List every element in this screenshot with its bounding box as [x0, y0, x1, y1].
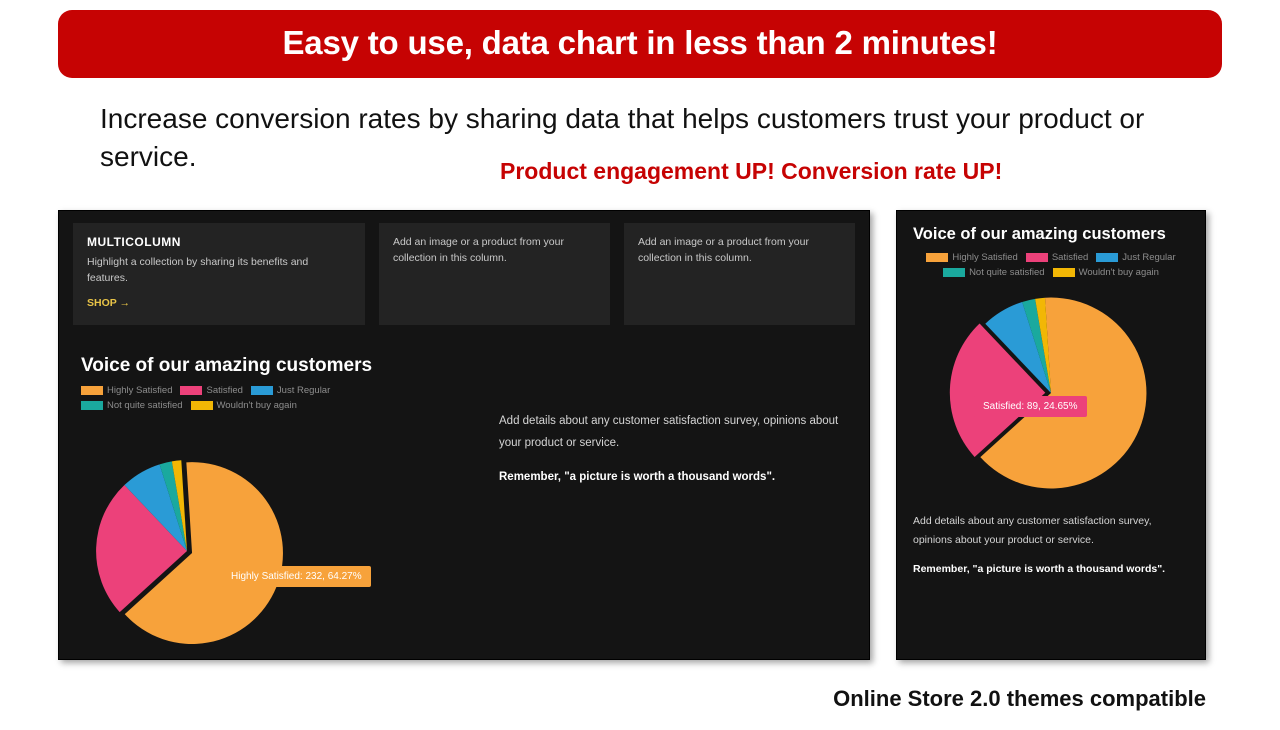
legend-label: Not quite satisfied: [969, 267, 1045, 278]
legend-item[interactable]: Wouldn't buy again: [191, 400, 297, 411]
legend-item[interactable]: Just Regular: [251, 385, 330, 396]
legend-swatch: [943, 268, 965, 277]
chart-description-mobile: Add details about any customer satisfact…: [913, 512, 1189, 550]
legend-swatch: [81, 401, 103, 410]
legend-swatch: [1096, 253, 1118, 262]
pie-chart-desktop: Highly Satisfied: 232, 64.27%: [87, 451, 287, 651]
legend-swatch: [191, 401, 213, 410]
shop-link[interactable]: SHOP →: [87, 297, 130, 309]
chart-tooltip-desktop: Highly Satisfied: 232, 64.27%: [222, 566, 371, 587]
chart-title-mobile: Voice of our amazing customers: [913, 225, 1189, 244]
pie-chart-mobile: Satisfied: 89, 24.65%: [946, 288, 1156, 498]
legend-label: Highly Satisfied: [952, 252, 1017, 263]
multicolumn-row: MULTICOLUMN Highlight a collection by sh…: [59, 211, 869, 325]
chart-tooltip-mobile: Satisfied: 89, 24.65%: [974, 396, 1087, 417]
mobile-preview-panel: Voice of our amazing customers Highly Sa…: [896, 210, 1206, 660]
legend-item[interactable]: Highly Satisfied: [926, 252, 1017, 263]
multicolumn-body: Highlight a collection by sharing its be…: [87, 255, 351, 287]
multicolumn-title: MULTICOLUMN: [87, 235, 351, 249]
callout-text: Product engagement UP! Conversion rate U…: [500, 158, 1002, 185]
chart-description: Add details about any customer satisfact…: [499, 411, 839, 455]
multicolumn-card-2-text: Add an image or a product from your coll…: [393, 235, 596, 267]
legend-item[interactable]: Not quite satisfied: [943, 267, 1045, 278]
legend-label: Highly Satisfied: [107, 385, 172, 396]
legend-label: Just Regular: [1122, 252, 1175, 263]
chart-remember-mobile: Remember, "a picture is worth a thousand…: [913, 560, 1189, 579]
legend-mobile: Highly Satisfied Satisfied Just Regular Not…: [913, 252, 1189, 278]
legend-swatch: [81, 386, 103, 395]
legend-label: Not quite satisfied: [107, 400, 183, 411]
legend-label: Wouldn't buy again: [217, 400, 297, 411]
legend-item[interactable]: Wouldn't buy again: [1053, 267, 1159, 278]
legend-label: Just Regular: [277, 385, 330, 396]
multicolumn-card-3-text: Add an image or a product from your coll…: [638, 235, 841, 267]
footer-compat: Online Store 2.0 themes compatible: [833, 686, 1206, 712]
legend-item[interactable]: Not quite satisfied: [81, 400, 183, 411]
legend-swatch: [1053, 268, 1075, 277]
legend-item[interactable]: Just Regular: [1096, 252, 1175, 263]
legend-swatch: [926, 253, 948, 262]
multicolumn-card-main: MULTICOLUMN Highlight a collection by sh…: [73, 223, 365, 325]
legend-label: Wouldn't buy again: [1079, 267, 1159, 278]
chart-sidetext-mobile: Add details about any customer satisfact…: [913, 512, 1189, 579]
desktop-preview-panel: MULTICOLUMN Highlight a collection by sh…: [58, 210, 870, 660]
multicolumn-card-3: Add an image or a product from your coll…: [624, 223, 855, 325]
headline-banner: Easy to use, data chart in less than 2 m…: [58, 10, 1222, 78]
legend-swatch: [1026, 253, 1048, 262]
legend-label: Satisfied: [206, 385, 242, 396]
legend-item[interactable]: Satisfied: [180, 385, 242, 396]
legend-swatch: [180, 386, 202, 395]
chart-remember: Remember, "a picture is worth a thousand…: [499, 467, 839, 489]
legend-label: Satisfied: [1052, 252, 1088, 263]
legend-swatch: [251, 386, 273, 395]
legend-item[interactable]: Satisfied: [1026, 252, 1088, 263]
chart-sidetext-desktop: Add details about any customer satisfact…: [499, 411, 839, 489]
legend-desktop: Highly Satisfied Satisfied Just Regular Not…: [81, 385, 401, 411]
legend-item[interactable]: Highly Satisfied: [81, 385, 172, 396]
chart-title-desktop: Voice of our amazing customers: [81, 355, 869, 377]
multicolumn-card-2: Add an image or a product from your coll…: [379, 223, 610, 325]
